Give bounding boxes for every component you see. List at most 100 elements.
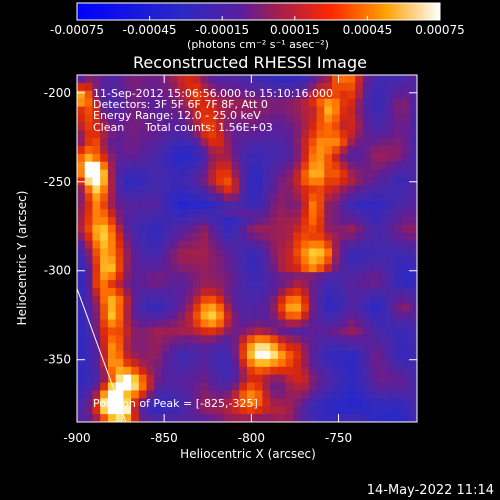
heatmap-cell: [324, 374, 333, 383]
heatmap-cell: [231, 106, 240, 115]
heatmap-cell: [339, 122, 348, 131]
heatmap-cell: [262, 295, 271, 305]
heatmap-cell: [332, 366, 341, 376]
heatmap-cell: [162, 351, 171, 360]
heatmap-cell: [362, 382, 372, 391]
heatmap-cell: [247, 351, 256, 360]
heatmap-cell: [115, 169, 124, 178]
heatmap-cell: [231, 358, 240, 368]
heatmap-cell: [146, 240, 155, 249]
heatmap-cell: [316, 327, 325, 336]
heatmap-cell: [401, 327, 410, 336]
heatmap-cell: [386, 287, 395, 297]
heatmap-cell: [393, 390, 402, 399]
heatmap-cell: [154, 272, 163, 281]
heatmap-cell: [84, 106, 93, 115]
heatmap-cell: [409, 185, 417, 194]
heatmap-cell: [107, 382, 117, 391]
heatmap-cell: [285, 398, 294, 407]
heatmap-cell: [378, 374, 387, 383]
heatmap-cell: [339, 280, 348, 289]
heatmap-cell: [293, 248, 302, 257]
heatmap-cell: [409, 398, 417, 407]
heatmap-cell: [308, 287, 317, 297]
heatmap-cell: [332, 406, 341, 415]
heatmap-cell: [324, 351, 333, 360]
heatmap-cell: [277, 248, 287, 257]
heatmap-cell: [262, 335, 271, 344]
heatmap-cell: [262, 169, 271, 178]
heatmap-cell: [285, 343, 294, 352]
heatmap-cell: [100, 98, 109, 107]
heatmap-cell: [177, 374, 186, 383]
heatmap-cell: [308, 98, 317, 107]
heatmap-cell: [231, 169, 240, 178]
heatmap-cell: [332, 358, 341, 368]
heatmap-cell: [216, 327, 225, 336]
heatmap-cell: [401, 240, 410, 249]
heatmap-cell: [401, 216, 410, 226]
heatmap-cell: [285, 311, 294, 320]
heatmap-cell: [154, 280, 163, 289]
heatmap-cell: [192, 114, 202, 123]
heatmap-cell: [370, 272, 379, 281]
heatmap-cell: [277, 114, 287, 123]
heatmap-cell: [285, 145, 294, 155]
heatmap-cell: [393, 224, 402, 234]
heatmap-cell: [185, 287, 194, 297]
heatmap-cell: [308, 374, 317, 383]
heatmap-cell: [216, 216, 225, 226]
heatmap-cell: [231, 398, 240, 407]
heatmap-cell: [192, 264, 202, 273]
heatmap-cell: [115, 75, 124, 84]
heatmap-cell: [386, 169, 395, 178]
heatmap-cell: [347, 351, 356, 360]
heatmap-cell: [231, 287, 240, 297]
heatmap-cell: [355, 272, 364, 281]
heatmap-cell: [324, 185, 333, 194]
heatmap-cell: [247, 374, 256, 383]
heatmap-cell: [293, 390, 302, 399]
heatmap-cell: [247, 311, 256, 320]
heatmap-cell: [277, 185, 287, 194]
heatmap-cell: [169, 256, 178, 265]
heatmap-cell: [393, 366, 402, 376]
heatmap-cell: [339, 82, 348, 92]
heatmap-cell: [401, 311, 410, 320]
heatmap-cell: [100, 272, 109, 281]
heatmap-cell: [154, 169, 163, 178]
heatmap-cell: [123, 153, 132, 163]
heatmap-cell: [285, 90, 294, 100]
heatmap-cell: [123, 390, 132, 399]
heatmap-cell: [316, 303, 325, 312]
heatmap-cell: [355, 130, 364, 139]
heatmap-cell: [401, 390, 410, 399]
heatmap-cell: [301, 185, 310, 194]
heatmap-cell: [247, 130, 256, 139]
heatmap-cell: [77, 414, 86, 422]
heatmap-cell: [386, 185, 395, 194]
heatmap-cell: [293, 311, 302, 320]
heatmap-cell: [84, 224, 93, 234]
heatmap-cell: [409, 256, 417, 265]
heatmap-cell: [216, 106, 225, 115]
heatmap-cell: [131, 303, 140, 312]
heatmap-cell: [301, 138, 310, 147]
heatmap-cell: [77, 216, 86, 226]
heatmap-cell: [192, 303, 202, 312]
heatmap-cell: [332, 280, 341, 289]
heatmap-cell: [185, 272, 194, 281]
heatmap-cell: [393, 287, 402, 297]
heatmap-cell: [301, 114, 310, 123]
heatmap-cell: [208, 232, 217, 242]
heatmap-cell: [100, 232, 109, 242]
heatmap-cell: [200, 75, 209, 84]
heatmap-cell: [362, 209, 372, 218]
heatmap-cell: [301, 248, 310, 257]
heatmap-cell: [177, 248, 186, 257]
heatmap-cell: [138, 351, 147, 360]
heatmap-cell: [223, 335, 232, 344]
heatmap-cell: [401, 106, 410, 115]
heatmap-cell: [185, 98, 194, 107]
heatmap-cell: [154, 358, 163, 368]
